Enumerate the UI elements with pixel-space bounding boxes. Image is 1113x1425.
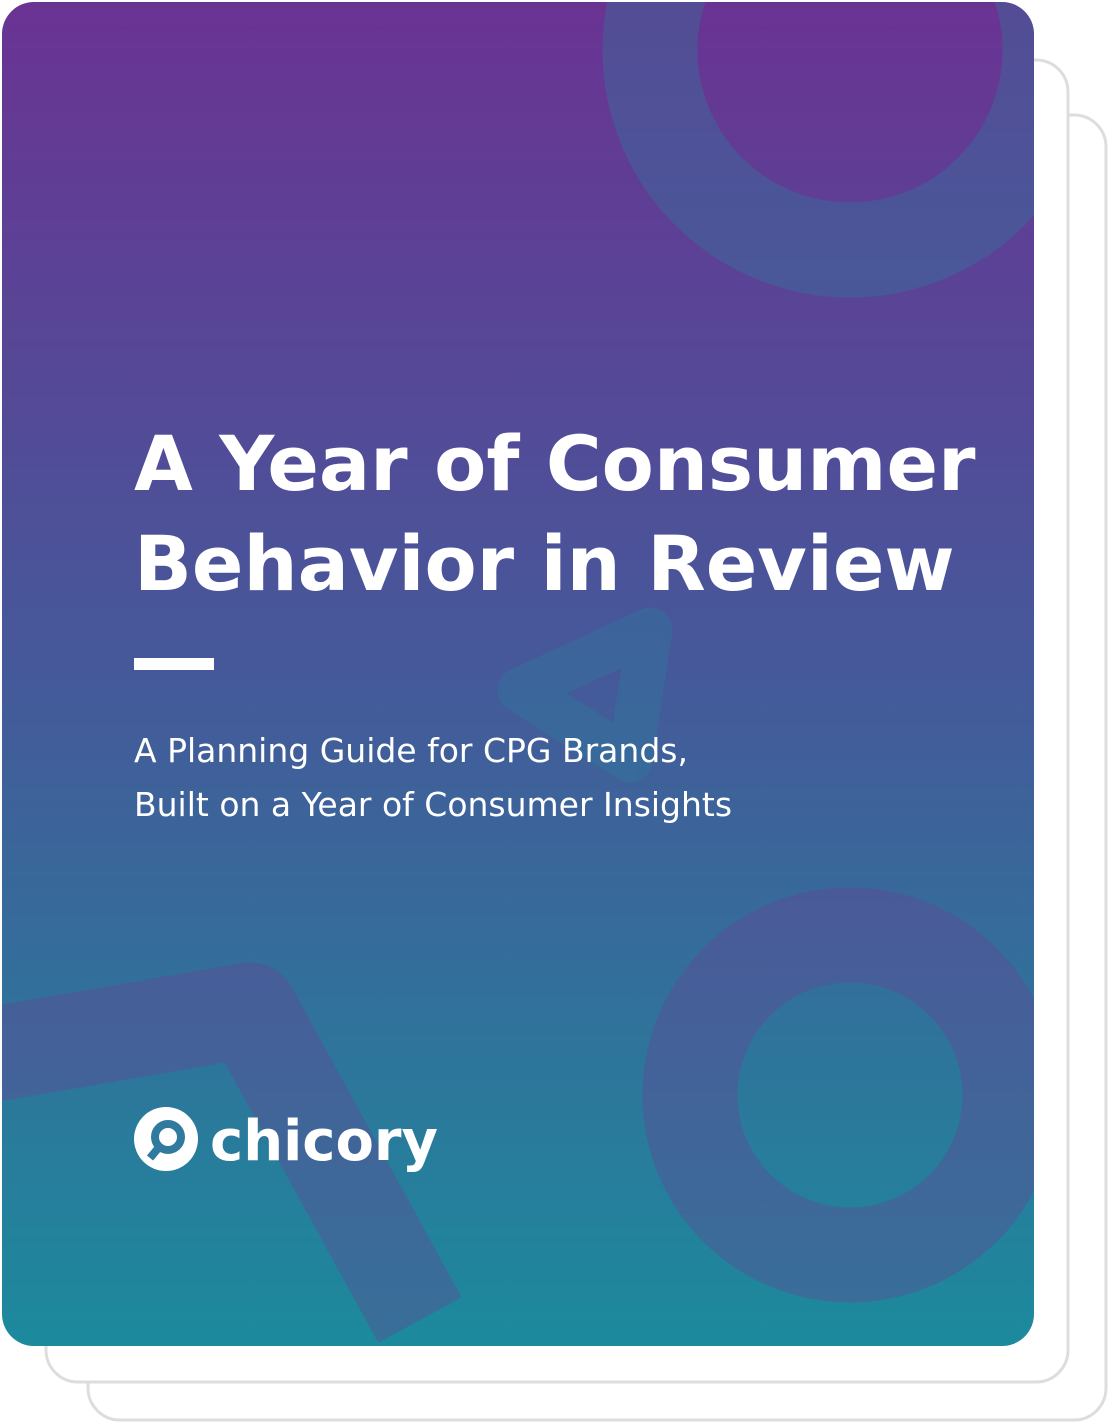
divider (134, 658, 214, 670)
cover (2, 2, 1034, 1346)
title-line: Behavior in Review (134, 519, 955, 608)
subtitle: A Planning Guide for CPG Brands, Built o… (134, 731, 732, 824)
decoration (2, 2, 1034, 1343)
subtitle-line: A Planning Guide for CPG Brands, (134, 731, 688, 770)
title: A Year of Consumer Behavior in Review (134, 419, 976, 608)
brand: chicory (210, 1109, 438, 1174)
title-line: A Year of Consumer (134, 419, 976, 508)
logo: chicory (134, 1107, 438, 1174)
subtitle-line: Built on a Year of Consumer Insights (134, 785, 732, 824)
logo-icon (134, 1107, 198, 1171)
